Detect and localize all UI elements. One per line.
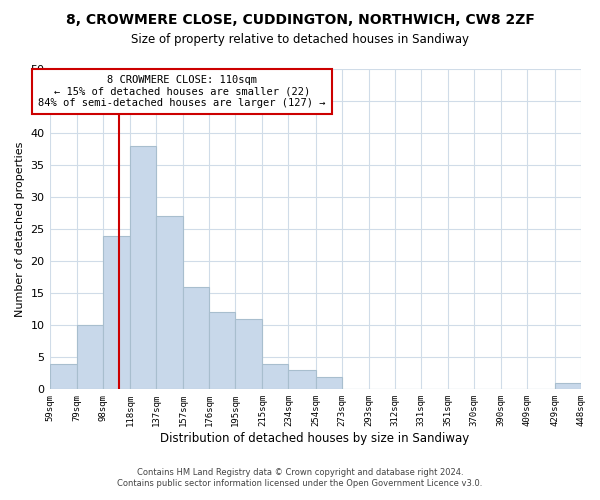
Bar	[316, 376, 341, 390]
Bar	[235, 319, 262, 390]
Bar	[289, 370, 316, 390]
Bar	[554, 383, 581, 390]
Text: Contains HM Land Registry data © Crown copyright and database right 2024.
Contai: Contains HM Land Registry data © Crown c…	[118, 468, 482, 487]
Y-axis label: Number of detached properties: Number of detached properties	[15, 142, 25, 317]
Bar	[184, 287, 209, 390]
Bar	[262, 364, 289, 390]
Bar	[103, 236, 130, 390]
Text: Size of property relative to detached houses in Sandiway: Size of property relative to detached ho…	[131, 32, 469, 46]
Text: 8 CROWMERE CLOSE: 110sqm
← 15% of detached houses are smaller (22)
84% of semi-d: 8 CROWMERE CLOSE: 110sqm ← 15% of detach…	[38, 75, 326, 108]
Bar	[50, 364, 77, 390]
X-axis label: Distribution of detached houses by size in Sandiway: Distribution of detached houses by size …	[160, 432, 470, 445]
Bar	[77, 326, 103, 390]
Bar	[209, 312, 235, 390]
Text: 8, CROWMERE CLOSE, CUDDINGTON, NORTHWICH, CW8 2ZF: 8, CROWMERE CLOSE, CUDDINGTON, NORTHWICH…	[65, 12, 535, 26]
Bar	[156, 216, 184, 390]
Bar	[130, 146, 156, 390]
